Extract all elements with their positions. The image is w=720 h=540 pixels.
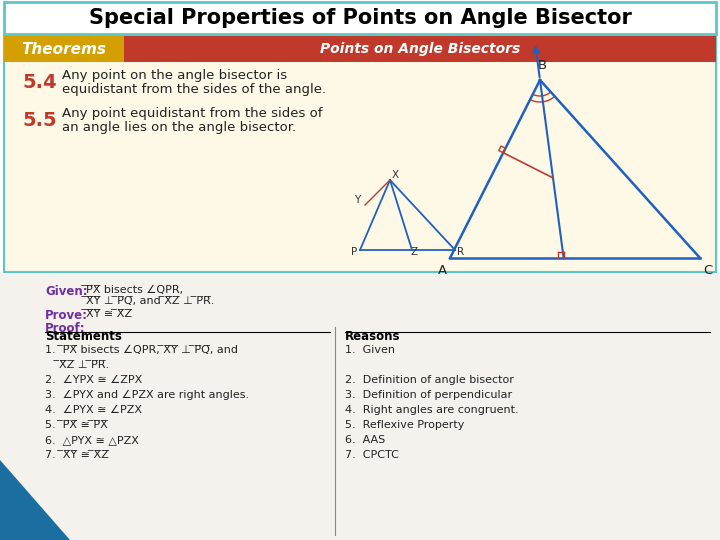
Text: X: X: [392, 170, 399, 180]
Text: 5.  Reflexive Property: 5. Reflexive Property: [345, 420, 464, 430]
Text: 6.  △PYX ≅ △PZX: 6. △PYX ≅ △PZX: [45, 435, 139, 445]
Text: Proof:: Proof:: [45, 322, 86, 335]
Text: 4.  Right angles are congruent.: 4. Right angles are congruent.: [345, 405, 518, 415]
Text: B: B: [537, 59, 546, 72]
Text: Y: Y: [354, 195, 360, 205]
Text: ̅X̅Y̅ ⊥ ̅P̅Q̅, and ̅X̅Z̅ ⊥ ̅P̅R̅.: ̅X̅Y̅ ⊥ ̅P̅Q̅, and ̅X̅Z̅ ⊥ ̅P̅R̅.: [87, 296, 215, 306]
Bar: [4, 36, 124, 62]
Text: Z: Z: [410, 247, 418, 257]
Text: ̅X̅Z̅ ⊥ ̅P̅R̅.: ̅X̅Z̅ ⊥ ̅P̅R̅.: [45, 360, 109, 370]
Text: Points on Angle Bisectors: Points on Angle Bisectors: [320, 42, 520, 56]
Text: Special Properties of Points on Angle Bisector: Special Properties of Points on Angle Bi…: [89, 8, 631, 28]
Text: 1.  Given: 1. Given: [345, 345, 395, 355]
Text: A: A: [438, 264, 446, 277]
Text: 5.5: 5.5: [22, 111, 57, 130]
Bar: [124, 36, 716, 62]
Text: Theorems: Theorems: [22, 42, 107, 57]
Text: 7.  CPCTC: 7. CPCTC: [345, 450, 399, 460]
Text: ̅X̅Y̅ ≅ ̅X̅Z̅: ̅X̅Y̅ ≅ ̅X̅Z̅: [87, 309, 133, 319]
Text: ̅P̅X̅ bisects ∠QPR,: ̅P̅X̅ bisects ∠QPR,: [87, 285, 184, 295]
Text: equidistant from the sides of the angle.: equidistant from the sides of the angle.: [62, 83, 326, 96]
Text: 2.  ∠YPX ≅ ∠ZPX: 2. ∠YPX ≅ ∠ZPX: [45, 375, 143, 385]
Text: 2.  Definition of angle bisector: 2. Definition of angle bisector: [345, 375, 514, 385]
Bar: [4, 36, 716, 272]
Text: Any point on the angle bisector is: Any point on the angle bisector is: [62, 70, 287, 83]
Bar: [0, 273, 720, 540]
Text: an angle lies on the angle bisector.: an angle lies on the angle bisector.: [62, 120, 296, 133]
Text: 7.  ̅X̅Y̅ ≅ ̅X̅Z̅: 7. ̅X̅Y̅ ≅ ̅X̅Z̅: [45, 450, 109, 460]
Text: Given:: Given:: [45, 285, 88, 298]
Text: C: C: [703, 264, 713, 277]
Bar: [4, 2, 716, 34]
Text: 6.  AAS: 6. AAS: [345, 435, 385, 445]
Text: 5.4: 5.4: [22, 72, 57, 91]
Text: Any point equidistant from the sides of: Any point equidistant from the sides of: [62, 107, 323, 120]
Text: Prove:: Prove:: [45, 309, 88, 322]
Text: Reasons: Reasons: [345, 330, 400, 343]
Text: 4.  ∠PYX ≅ ∠PZX: 4. ∠PYX ≅ ∠PZX: [45, 405, 142, 415]
Text: P: P: [351, 247, 357, 257]
Polygon shape: [0, 460, 70, 540]
Text: 5.  ̅P̅X̅ ≅ ̅P̅X̅: 5. ̅P̅X̅ ≅ ̅P̅X̅: [45, 420, 108, 430]
Text: R: R: [457, 247, 464, 257]
Text: 1.  ̅P̅X̅ bisects ∠QPR, ̅X̅Y̅ ⊥ ̅P̅Q̅, and: 1. ̅P̅X̅ bisects ∠QPR, ̅X̅Y̅ ⊥ ̅P̅Q̅, an…: [45, 345, 238, 355]
Text: 3.  Definition of perpendicular: 3. Definition of perpendicular: [345, 390, 512, 400]
Text: Statements: Statements: [45, 330, 122, 343]
Text: 3.  ∠PYX and ∠PZX are right angles.: 3. ∠PYX and ∠PZX are right angles.: [45, 390, 249, 400]
